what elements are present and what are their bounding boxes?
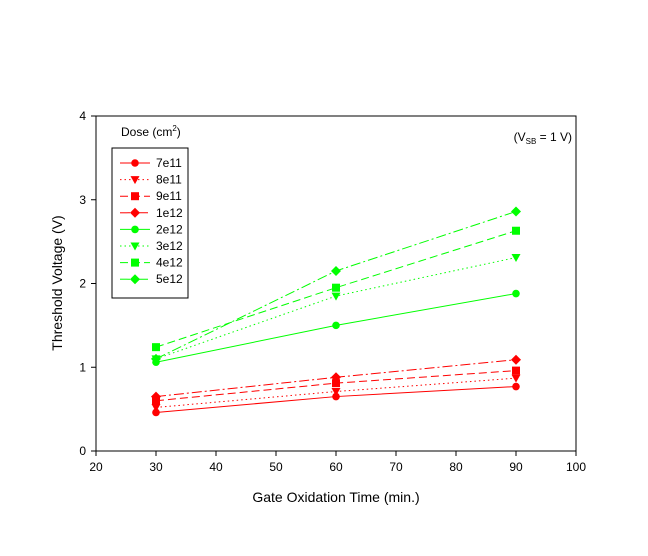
legend-entry-8e11: 8e11 [120, 173, 182, 187]
legend-box [111, 147, 189, 299]
ticks-layer: 20 30 40 50 60 70 80 90 100 0 1 2 3 4 [79, 109, 586, 474]
legend-title: Dose (cm2) [121, 124, 181, 139]
legend-entry-4e12: 4e12 [120, 256, 183, 270]
data-point [331, 372, 341, 383]
data-point [152, 343, 160, 352]
legend-entry-1e12: 1e12 [120, 206, 183, 220]
y-tick-label: 4 [79, 109, 86, 123]
data-point [512, 226, 520, 235]
legend-marker [130, 274, 140, 285]
legend-title-sup: 2 [172, 124, 177, 133]
data-point [511, 206, 521, 217]
data-point [512, 382, 520, 391]
legend-label: 1e12 [156, 206, 183, 220]
series-1e12 [151, 354, 521, 402]
y-tick-label: 1 [79, 360, 86, 374]
vsb-subscript: SB [526, 137, 537, 146]
vsb-annotation: (VSB = 1 V) [514, 130, 572, 146]
series-layer [151, 206, 521, 417]
series-5e12 [151, 206, 521, 364]
legend-title-end: ) [177, 125, 181, 139]
data-point [331, 388, 341, 397]
legend-label: 8e11 [156, 173, 182, 187]
legend-label: 4e12 [156, 256, 183, 270]
data-point [332, 283, 340, 292]
x-tick-label: 50 [269, 460, 283, 474]
legend-marker [131, 225, 139, 234]
x-axis-title: Gate Oxidation Time (min.) [252, 489, 419, 505]
data-point [332, 379, 340, 388]
data-point [151, 403, 161, 412]
series-line [155, 257, 517, 360]
data-point [511, 254, 521, 263]
legend-marker [130, 242, 140, 251]
legend-marker [131, 258, 139, 267]
series-2e12 [152, 289, 520, 367]
legend-label: 3e12 [156, 239, 183, 253]
series-8e11 [151, 374, 521, 412]
data-point [151, 353, 161, 364]
data-point [151, 391, 161, 402]
x-tick-label: 100 [566, 460, 586, 474]
legend-entry-2e12: 2e12 [120, 222, 183, 236]
vsb-prefix: (V [514, 130, 526, 144]
legend-label: 7e11 [156, 156, 182, 170]
legend-title-text: Dose (cm [121, 125, 172, 139]
x-tick-label: 40 [209, 460, 223, 474]
x-tick-label: 70 [389, 460, 403, 474]
legend-label: 5e12 [156, 272, 183, 286]
x-tick-label: 80 [449, 460, 463, 474]
x-tick-label: 60 [329, 460, 343, 474]
vsb-suffix: = 1 V) [536, 130, 572, 144]
legend-marker [131, 192, 139, 201]
x-tick-label: 30 [149, 460, 163, 474]
legend-marker [130, 207, 140, 218]
data-point [512, 366, 520, 375]
y-axis-title: Threshold Voltage (V) [49, 215, 65, 350]
data-point [511, 354, 521, 365]
y-tick-label: 0 [79, 444, 86, 458]
legend-entry-5e12: 5e12 [120, 272, 183, 286]
legend-entry-9e11: 9e11 [120, 189, 182, 203]
legend-entries: 7e11 8e11 9e11 1e12 2e12 3e12 4e12 5e12 [120, 156, 183, 286]
x-tick-label: 90 [509, 460, 523, 474]
legend-label: 9e11 [156, 189, 182, 203]
legend-marker [130, 176, 140, 185]
series-7e11 [152, 382, 520, 417]
data-point [332, 392, 340, 401]
y-tick-label: 3 [79, 193, 86, 207]
y-tick-label: 2 [79, 277, 86, 291]
series-line [155, 230, 517, 348]
data-point [332, 321, 340, 330]
data-point [152, 408, 160, 417]
x-tick-label: 20 [89, 460, 103, 474]
legend-marker [131, 159, 139, 167]
data-point [331, 265, 341, 276]
legend-entry-7e11: 7e11 [120, 156, 182, 170]
data-point [331, 292, 341, 301]
legend-entry-3e12: 3e12 [120, 239, 183, 253]
data-point [511, 374, 521, 383]
legend-label: 2e12 [156, 222, 183, 236]
series-4e12 [152, 226, 520, 352]
data-point [512, 289, 520, 298]
